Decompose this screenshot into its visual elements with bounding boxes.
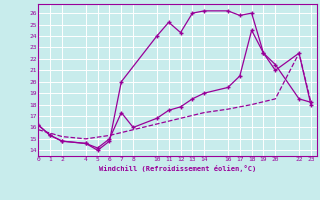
X-axis label: Windchill (Refroidissement éolien,°C): Windchill (Refroidissement éolien,°C) [99, 165, 256, 172]
